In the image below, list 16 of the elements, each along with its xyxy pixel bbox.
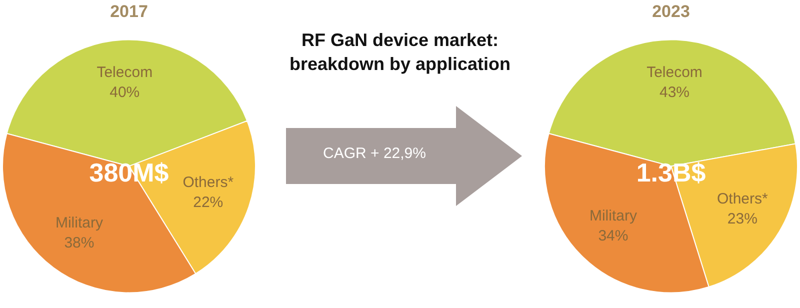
slice-label: Telecom <box>646 64 702 81</box>
text: RF GaN device market: breakdown by application <box>288 29 512 76</box>
data-label: 22% <box>193 194 224 211</box>
slice-label: Telecom <box>96 64 153 81</box>
chart-title: 2017 <box>110 2 148 21</box>
slice-label: Others* <box>716 190 768 208</box>
data-label: 34% <box>598 228 628 245</box>
chart-title: 2023 <box>652 2 690 21</box>
text: CAGR + 22,9% <box>322 145 427 162</box>
slice-label: Military <box>589 208 638 225</box>
slice-label: Military <box>55 214 104 232</box>
data-label: 23% <box>727 210 758 228</box>
data-label: 38% <box>64 234 94 252</box>
data-label: 43% <box>659 84 690 101</box>
slice-label: Others* <box>182 174 234 191</box>
data-label: 40% <box>110 84 140 101</box>
